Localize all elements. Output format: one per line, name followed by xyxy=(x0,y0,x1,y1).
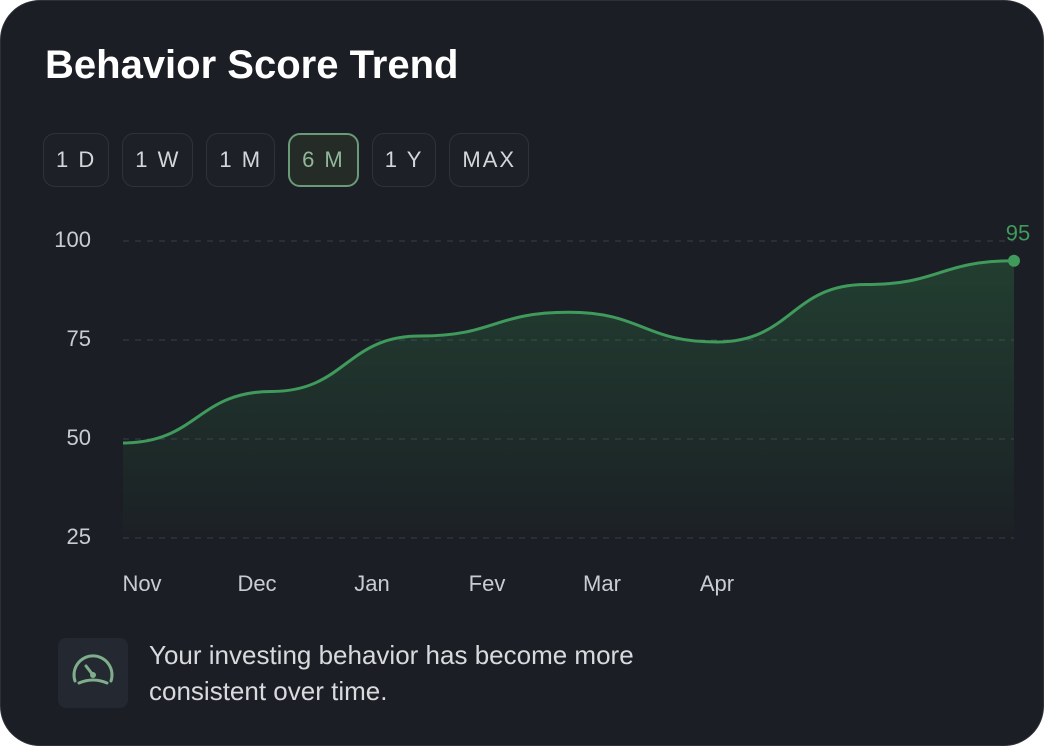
line xyxy=(122,259,1015,445)
x-tick-label: Jan xyxy=(354,571,389,596)
y-tick-label: 100 xyxy=(54,227,91,252)
y-tick-label: 25 xyxy=(67,524,91,549)
y-tick-label: 75 xyxy=(67,326,91,351)
x-tick-label: Mar xyxy=(583,571,621,596)
range-button[interactable]: 6 M xyxy=(288,133,359,187)
end-value-label: 95 xyxy=(1006,221,1030,246)
x-tick-label: Nov xyxy=(122,571,161,596)
range-button[interactable]: 1 Y xyxy=(371,133,437,187)
title: Behavior Score Trend xyxy=(45,43,459,87)
range-button[interactable]: 1 M xyxy=(206,133,276,187)
x-tick-label: Fev xyxy=(469,571,506,596)
range-button[interactable]: 1 D xyxy=(43,133,110,187)
range-button[interactable]: MAX xyxy=(449,133,530,187)
insight-text: Your investing behavior has become more … xyxy=(149,640,634,706)
chart: 25 50 75 100 Nov Dec Jan Fev Mar Apr 95 xyxy=(54,221,1030,596)
y-tick-label: 50 xyxy=(67,425,91,450)
x-tick-label: Dec xyxy=(237,571,276,596)
gauge-icon xyxy=(58,638,128,708)
range-button[interactable]: 1 W xyxy=(122,133,194,187)
insight: Your investing behavior has become more … xyxy=(58,637,729,709)
x-tick-label: Apr xyxy=(700,571,734,596)
end-point xyxy=(1008,254,1020,267)
area xyxy=(123,260,1014,538)
gauge-glyph xyxy=(72,654,114,685)
